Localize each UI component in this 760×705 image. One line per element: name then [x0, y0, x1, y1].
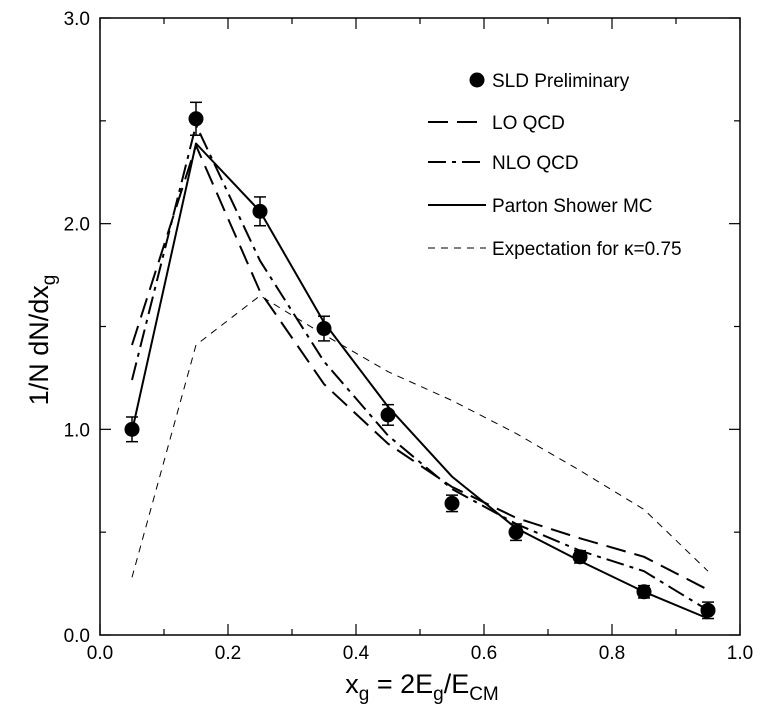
data-point [380, 407, 396, 423]
data-point [252, 203, 268, 219]
series-line-thin-dashed [131, 295, 709, 578]
x-tick-label: 1.0 [727, 643, 753, 664]
data-point [444, 495, 460, 511]
legend-label: NLO QCD [492, 153, 579, 174]
y-axis-title: 1/N dN/dxg [24, 275, 60, 406]
x-axis-ticks: 0.0 0.2 0.4 0.6 0.8 1.0 [87, 18, 753, 664]
y-tick-label: 3.0 [64, 9, 90, 30]
x-tick-label: 0.0 [87, 643, 113, 664]
legend-label: LO QCD [492, 113, 565, 134]
data-point [508, 524, 524, 540]
y-tick-label: 2.0 [64, 215, 90, 236]
x-tick-label: 0.8 [599, 643, 625, 664]
series-line-solid [131, 142, 709, 620]
legend-label: Parton Shower MC [492, 196, 653, 217]
x-tick-label: 0.2 [215, 643, 241, 664]
x-tick-label: 0.4 [343, 643, 370, 664]
data-point [188, 111, 204, 127]
series-lines [131, 123, 709, 620]
legend-marker-sld [469, 72, 485, 88]
legend-label: SLD Preliminary [492, 71, 630, 92]
legend-label: Expectation for κ=0.75 [492, 239, 682, 260]
series-line-dashed [131, 144, 709, 591]
data-points [124, 101, 716, 620]
data-point [572, 549, 588, 565]
data-point [316, 321, 332, 337]
data-point [636, 584, 652, 600]
y-axis-ticks: 0.0 1.0 2.0 3.0 [64, 9, 740, 647]
series-line-dashdot [131, 123, 709, 612]
x-axis-title: xg = 2Eg/ECM [345, 669, 499, 705]
data-point [124, 421, 140, 437]
x-tick-label: 0.6 [471, 643, 497, 664]
y-tick-label: 0.0 [64, 626, 90, 647]
legend: SLD Preliminary LO QCD NLO QCD Parton Showe… [428, 71, 682, 260]
y-tick-label: 1.0 [64, 420, 90, 441]
data-point [700, 602, 716, 618]
